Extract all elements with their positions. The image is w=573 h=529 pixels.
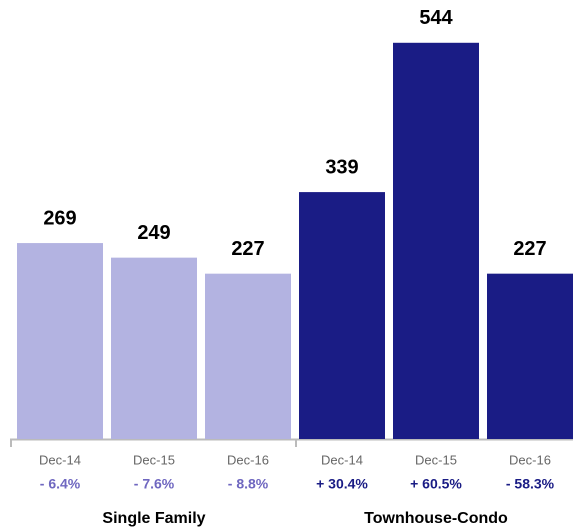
bar xyxy=(393,42,479,439)
change-label: - 8.8% xyxy=(228,476,269,492)
x-tick-label: Dec-14 xyxy=(321,452,363,467)
value-label: 227 xyxy=(231,238,264,260)
value-label: 249 xyxy=(137,222,170,244)
value-label: 544 xyxy=(419,7,453,29)
x-tick-label: Dec-15 xyxy=(133,452,175,467)
x-tick-label: Dec-16 xyxy=(227,452,269,467)
value-label: 269 xyxy=(43,207,76,229)
change-label: - 7.6% xyxy=(134,476,175,492)
value-label: 227 xyxy=(513,238,546,260)
change-label: - 6.4% xyxy=(40,476,81,492)
bar xyxy=(299,192,385,439)
bar xyxy=(111,257,197,439)
group-label: Townhouse-Condo xyxy=(364,510,508,527)
bar xyxy=(487,273,573,439)
change-label: - 58.3% xyxy=(506,476,555,492)
x-tick-label: Dec-15 xyxy=(415,452,457,467)
change-label: + 60.5% xyxy=(410,476,462,492)
x-tick-label: Dec-14 xyxy=(39,452,81,467)
value-label: 339 xyxy=(325,156,358,178)
change-label: + 30.4% xyxy=(316,476,368,492)
bar xyxy=(17,243,103,439)
group-label: Single Family xyxy=(102,510,205,527)
bar xyxy=(205,273,291,439)
x-tick-label: Dec-16 xyxy=(509,452,551,467)
